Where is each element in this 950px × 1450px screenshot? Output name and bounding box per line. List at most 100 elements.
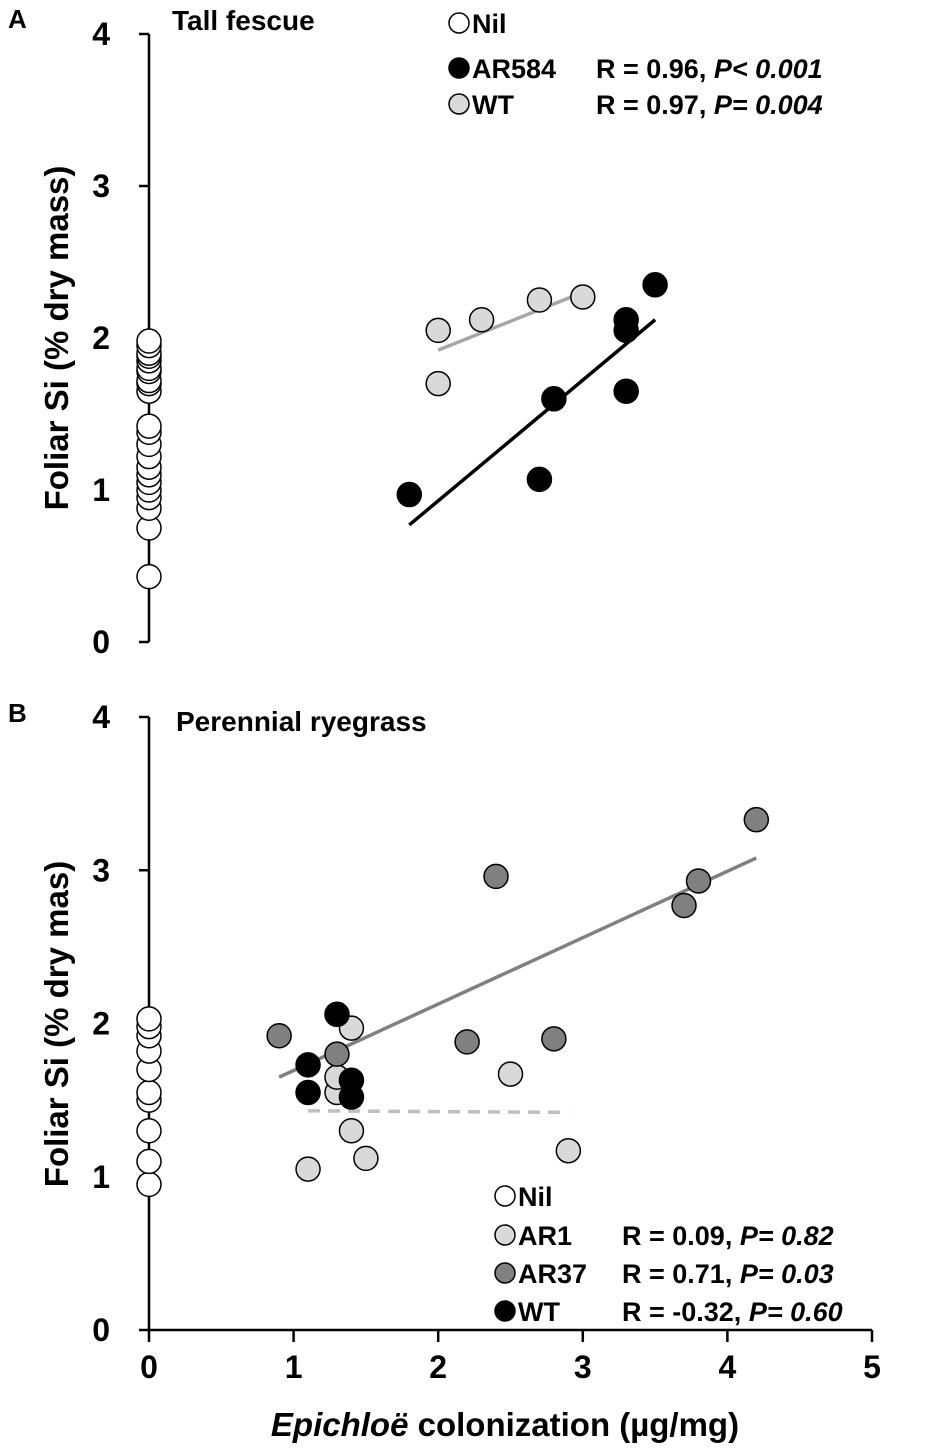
- point-ar1: [295, 1156, 321, 1182]
- point-wt: [338, 1084, 365, 1110]
- point-ar37: [266, 1023, 292, 1049]
- point-ar1: [555, 1137, 582, 1164]
- panel-a-points: [136, 272, 668, 590]
- point-wt: [468, 307, 495, 333]
- y-tick-label: 3: [92, 168, 110, 204]
- x-axis-label: Epichloë colonization (µg/mg): [271, 1406, 739, 1443]
- legend-stats-wt: R = -0.32, P= 0.60: [622, 1297, 843, 1327]
- legend-marker-nil: [494, 1185, 516, 1207]
- legend-marker-ar1: [494, 1224, 516, 1246]
- panel-b-y-axis-label: Foliar Si (% dry mas): [38, 861, 75, 1187]
- point-ar37: [454, 1029, 480, 1055]
- panel-a-title: Tall fescue: [172, 5, 315, 36]
- point-ar37: [685, 868, 712, 894]
- point-nil: [136, 1079, 162, 1106]
- point-wt: [295, 1052, 321, 1078]
- legend-marker-ar584: [448, 57, 470, 79]
- x-tick-label: 5: [863, 1349, 881, 1385]
- point-nil: [136, 1118, 162, 1144]
- point-nil: [136, 1148, 162, 1175]
- legend-label-ar37: AR37: [518, 1259, 587, 1289]
- x-tick-label: 4: [719, 1349, 737, 1385]
- x-tick-label: 2: [429, 1349, 447, 1385]
- point-ar584: [526, 466, 553, 493]
- panel-a-trend-lines: [408, 290, 657, 527]
- stats-p-value: 0.004: [748, 90, 823, 120]
- panel-a-y-axis-label: Foliar Si (% dry mass): [38, 166, 75, 511]
- legend-stats-ar584: R = 0.96, P< 0.001: [596, 54, 823, 84]
- point-ar584: [396, 481, 423, 508]
- point-nil: [136, 328, 162, 354]
- stats-p-label: P=: [740, 1221, 774, 1251]
- point-ar37: [541, 1026, 567, 1052]
- stats-r: R = 0.09,: [622, 1221, 740, 1251]
- trend-line-wt: [437, 290, 584, 352]
- stats-p-label: P=: [749, 1297, 783, 1327]
- stats-p-label: P=: [740, 1259, 774, 1289]
- panel-b-points: [136, 806, 770, 1198]
- legend-label-nil: Nil: [472, 9, 507, 39]
- point-wt: [425, 317, 451, 344]
- legend-label-ar584: AR584: [472, 54, 556, 84]
- point-ar1: [353, 1145, 379, 1172]
- x-tick-label: 3: [574, 1349, 592, 1385]
- y-tick-label: 0: [92, 624, 110, 660]
- x-tick-label: 1: [285, 1349, 303, 1385]
- point-wt: [295, 1079, 321, 1106]
- y-tick-label: 4: [92, 16, 110, 52]
- stats-p-value: 0.82: [774, 1221, 834, 1251]
- point-ar37: [671, 892, 697, 919]
- y-tick-label: 2: [92, 320, 110, 356]
- point-wt: [324, 1001, 350, 1028]
- legend-marker-wt: [448, 93, 470, 115]
- y-tick-label: 2: [92, 1006, 110, 1042]
- legend-marker-ar37: [494, 1262, 516, 1284]
- stats-r: R = 0.97,: [596, 90, 714, 120]
- panel-a-legend: Nil AR584 R = 0.96, P< 0.001 WT R = 0.97, P=…: [448, 9, 823, 120]
- legend-stats-wt: R = 0.97, P= 0.004: [596, 90, 823, 120]
- point-ar37: [743, 806, 770, 833]
- point-wt: [570, 284, 596, 310]
- point-ar584: [541, 386, 567, 412]
- legend-stats-ar37: R = 0.71, P= 0.03: [622, 1259, 834, 1289]
- stats-p-label: P<: [714, 54, 748, 84]
- panel-a-tall-fescue: A Tall fescue Foliar Si (% dry mass) 0 1 2…: [8, 4, 823, 660]
- point-ar37: [483, 863, 509, 890]
- panel-b-perennial-ryegrass: B Perennial ryegrass Foliar Si (% dry ma…: [8, 698, 881, 1385]
- stats-r: R = -0.32,: [622, 1297, 749, 1327]
- stats-p-label: P=: [714, 90, 748, 120]
- legend-label-ar1: AR1: [518, 1221, 572, 1251]
- trend-line-ar1: [308, 1109, 569, 1115]
- point-ar584: [642, 272, 668, 298]
- stats-p-value: 0.001: [748, 54, 823, 84]
- point-ar1: [338, 1118, 365, 1144]
- panel-b-letter: B: [8, 698, 27, 728]
- y-tick-label: 1: [92, 1159, 110, 1195]
- stats-p-value: 0.03: [774, 1259, 834, 1289]
- stats-p-value: 0.60: [783, 1297, 843, 1327]
- x-tick-label: 0: [140, 1349, 158, 1385]
- point-nil: [136, 1171, 162, 1198]
- legend-stats-ar1: R = 0.09, P= 0.82: [622, 1221, 834, 1251]
- y-tick-label: 0: [92, 1312, 110, 1348]
- point-nil: [136, 413, 162, 439]
- panel-b-title: Perennial ryegrass: [176, 706, 427, 737]
- legend-label-wt: WT: [518, 1297, 560, 1327]
- y-tick-label: 3: [92, 852, 110, 888]
- point-ar37: [324, 1041, 350, 1067]
- point-ar584: [613, 307, 639, 333]
- trend-line-ar37: [278, 856, 758, 1079]
- x-axis-label-rest: colonization (µg/mg): [408, 1406, 739, 1443]
- panel-b-trend-lines: [278, 856, 758, 1115]
- panel-a-letter: A: [8, 4, 27, 34]
- point-nil: [136, 1006, 162, 1032]
- y-tick-label: 1: [92, 472, 110, 508]
- legend-marker-nil: [448, 12, 470, 34]
- point-ar584: [613, 378, 639, 404]
- stats-r: R = 0.96,: [596, 54, 714, 84]
- legend-label-nil: Nil: [518, 1182, 553, 1212]
- point-nil: [136, 563, 162, 590]
- x-axis-label-genus: Epichloë: [271, 1406, 409, 1443]
- panel-b-legend: Nil AR1 R = 0.09, P= 0.82 AR37 R = 0.71, P= …: [494, 1182, 843, 1327]
